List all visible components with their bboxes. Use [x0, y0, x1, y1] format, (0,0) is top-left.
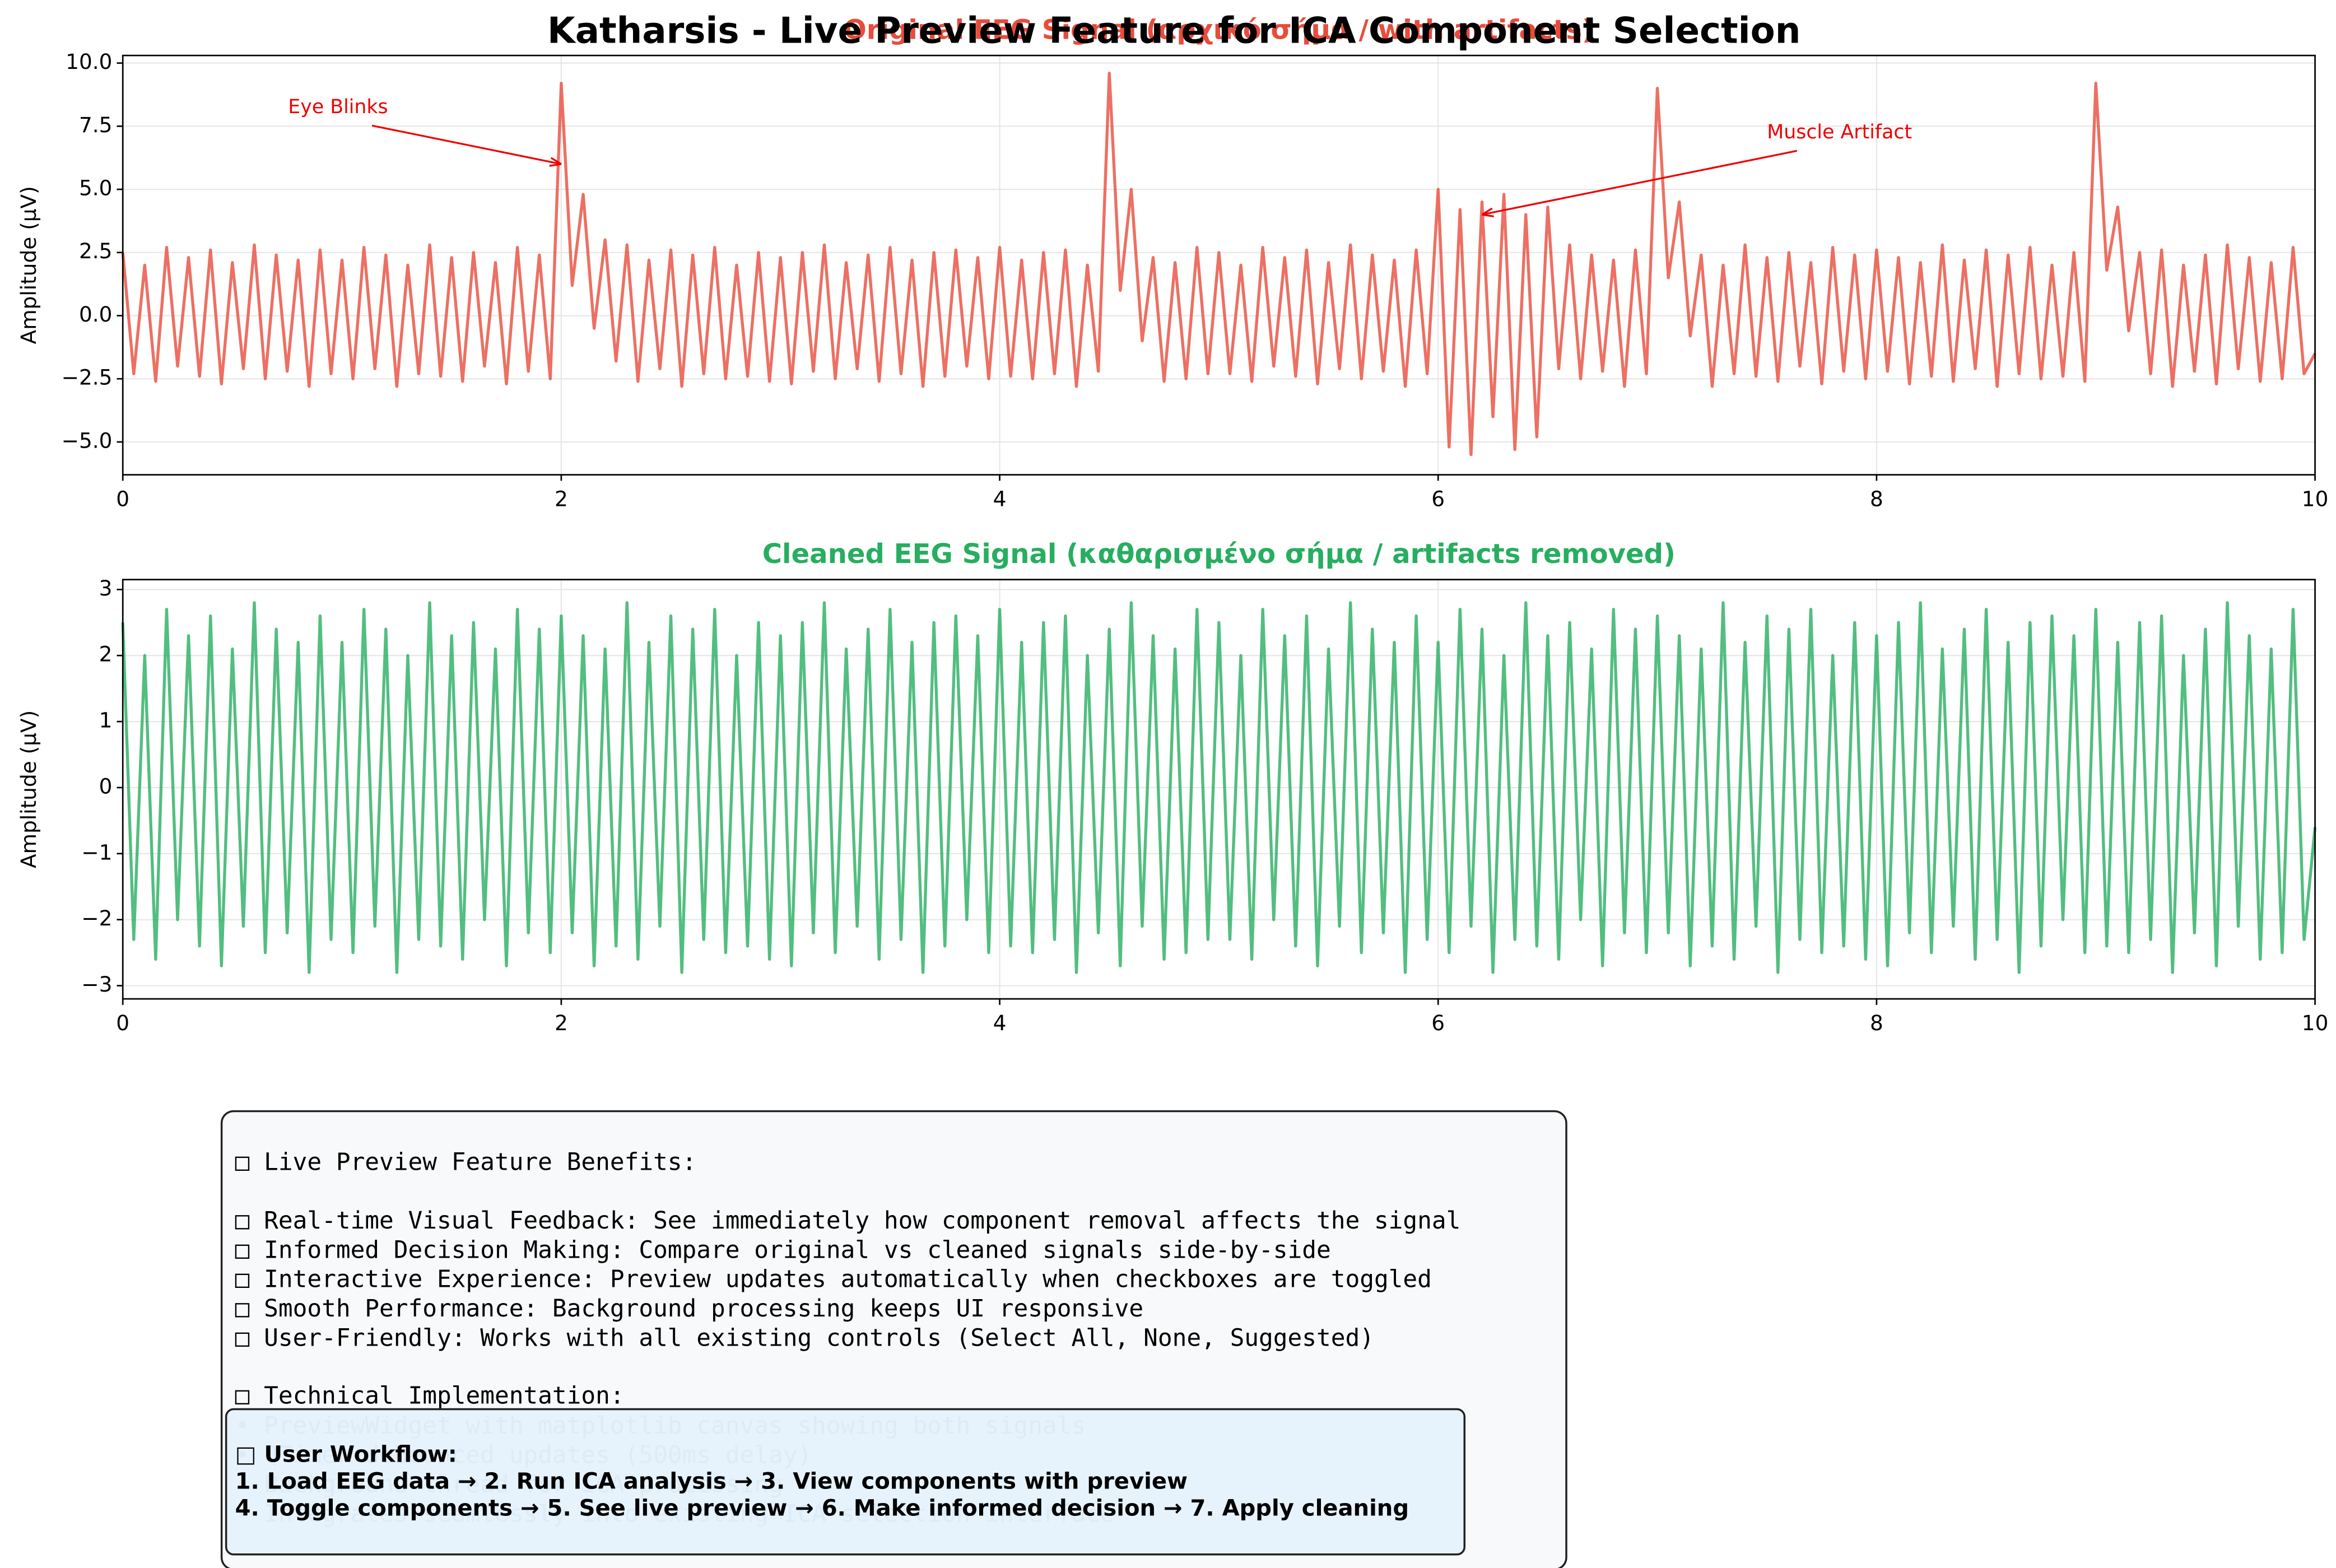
y-tick-label: −2.5 — [62, 365, 113, 390]
x-tick-label: 10 — [2302, 1011, 2329, 1035]
y-tick-label: 7.5 — [79, 113, 113, 137]
x-tick-label: 2 — [555, 486, 568, 511]
workflow-heading: □ User Workflow: — [235, 1441, 457, 1467]
y-tick-label: −5.0 — [62, 428, 113, 453]
y-tick-label: −2 — [81, 906, 112, 930]
x-tick-label: 8 — [1870, 1011, 1883, 1035]
info-item: □ Interactive Experience: Preview update… — [235, 1265, 1432, 1294]
tech-heading: □ Technical Implementation: — [235, 1382, 625, 1410]
chart-title: Original EEG Signal (αρχικό σήμα / with … — [844, 14, 1594, 45]
x-tick-label: 6 — [1431, 1011, 1445, 1035]
x-tick-label: 0 — [116, 486, 129, 511]
signal-line — [121, 601, 2317, 974]
chart-title: Cleaned EEG Signal (καθαρισμένο σήμα / a… — [762, 538, 1676, 570]
workflow-step: 4. Toggle components → 5. See live previ… — [235, 1496, 1409, 1522]
y-tick-label: 2.5 — [79, 239, 113, 263]
x-tick-label: 4 — [993, 1011, 1007, 1035]
y-axis-label: Amplitude (μV) — [16, 186, 41, 344]
info-heading: □ Live Preview Feature Benefits: — [235, 1148, 697, 1176]
y-axis-label: Amplitude (μV) — [16, 710, 41, 868]
x-tick-label: 8 — [1870, 486, 1883, 511]
annotation-arrow — [1482, 150, 1798, 216]
info-item: □ Informed Decision Making: Compare orig… — [235, 1236, 1331, 1264]
y-tick-label: 0.0 — [79, 302, 113, 327]
x-tick-label: 2 — [555, 1011, 568, 1035]
figure-title: Katharsis - Live Preview Feature for ICA… — [547, 10, 1800, 52]
x-tick-label: 0 — [116, 1011, 129, 1035]
x-tick-label: 4 — [993, 486, 1007, 511]
info-item: □ Smooth Performance: Background process… — [235, 1295, 1143, 1323]
arrow-head — [1481, 207, 1494, 217]
signal-line — [121, 71, 2316, 457]
y-tick-label: 1 — [99, 708, 113, 733]
workflow-box — [225, 1408, 1466, 1556]
y-tick-label: −1 — [81, 840, 112, 864]
y-tick-label: −3 — [81, 972, 112, 997]
info-item: □ Real-time Visual Feedback: See immedia… — [235, 1207, 1461, 1235]
y-tick-label: 10.0 — [66, 49, 112, 74]
info-item: □ User-Friendly: Works with all existing… — [235, 1324, 1374, 1352]
y-tick-label: 5.0 — [79, 176, 113, 201]
axes-frame — [122, 579, 2316, 1000]
workflow-step: 1. Load EEG data → 2. Run ICA analysis →… — [235, 1468, 1188, 1494]
y-tick-label: 0 — [99, 774, 113, 798]
arrow-head — [549, 157, 562, 167]
axes-frame — [122, 54, 2316, 476]
annotation: Eye Blinks — [288, 96, 388, 118]
x-tick-label: 10 — [2302, 486, 2329, 511]
y-tick-label: 3 — [99, 576, 113, 601]
annotation: Muscle Artifact — [1767, 121, 1912, 143]
annotation-arrow — [371, 124, 562, 165]
y-tick-label: 2 — [99, 642, 113, 667]
x-tick-label: 6 — [1431, 486, 1445, 511]
